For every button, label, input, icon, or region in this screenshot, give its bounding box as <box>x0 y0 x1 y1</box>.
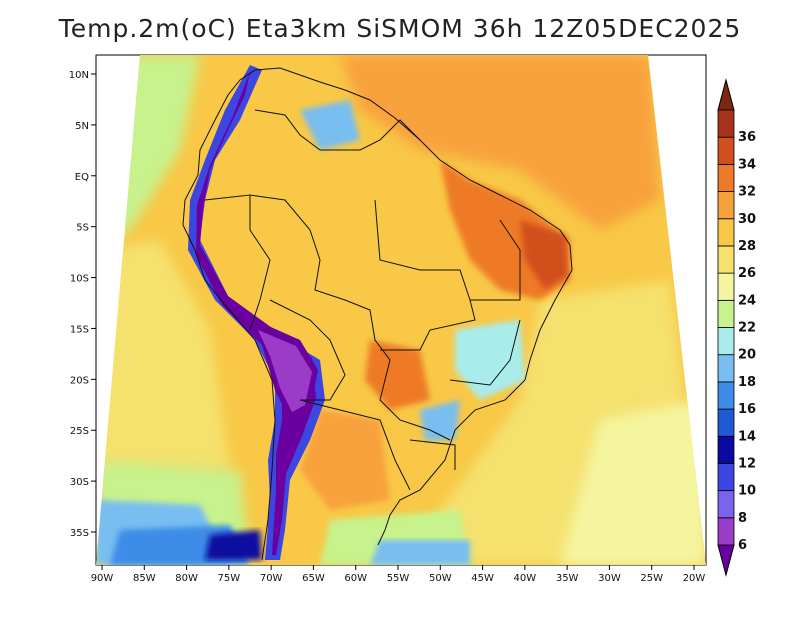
colorbar-segment <box>717 245 735 274</box>
colorbar-segment <box>717 490 735 519</box>
field-patagonia-cold <box>205 530 262 560</box>
colorbar-segment <box>717 191 735 220</box>
lat-tick-label: EQ <box>75 172 89 183</box>
border-colombia-venezuela <box>254 109 321 151</box>
colorbar-label: 32 <box>738 185 756 200</box>
field-guiana-highlands <box>300 100 360 150</box>
lon-tick-label: 45W <box>471 573 494 584</box>
colorbar-label: 14 <box>738 429 756 444</box>
lat-tick-label: 10N <box>69 70 89 81</box>
lat-tick-label: 25S <box>70 426 89 437</box>
colorbar-segment <box>717 109 735 138</box>
colorbar-segment <box>717 299 735 328</box>
colorbar-segment <box>717 408 735 437</box>
lat-tick-label: 5S <box>76 223 89 234</box>
colorbar-label: 6 <box>738 538 747 553</box>
field-south-atlantic-cool <box>560 400 706 565</box>
map-title: Temp.2m(oC) Eta3km SiSMOM 36h 12Z05DEC20… <box>58 14 742 43</box>
colorbar-segment <box>717 517 735 546</box>
lon-tick-label: 30W <box>598 573 621 584</box>
colorbar-label: 10 <box>738 484 756 499</box>
field-chaco <box>300 410 390 510</box>
lon-tick-label: 85W <box>133 573 156 584</box>
lon-tick-label: 25W <box>640 573 663 584</box>
colorbar-label: 16 <box>738 402 756 417</box>
field-north-warm <box>340 55 660 230</box>
field-altiplano-inner <box>258 330 312 412</box>
field-andes-core <box>196 72 316 555</box>
lon-tick-label: 90W <box>91 573 114 584</box>
colorbar-label: 18 <box>738 375 756 390</box>
colorbar-label: 22 <box>738 321 756 336</box>
field-northeast-hotter <box>520 220 568 290</box>
colorbar-segment <box>717 218 735 247</box>
colorbar-segment <box>717 435 735 464</box>
colorbar-label: 26 <box>738 266 756 281</box>
lat-tick-label: 15S <box>70 324 89 335</box>
colorbar-label: 8 <box>738 511 747 526</box>
lat-tick-label: 5N <box>75 121 89 132</box>
border-brazil-north <box>320 119 421 151</box>
colorbar-label: 24 <box>738 293 756 308</box>
colorbar-label: 30 <box>738 212 756 227</box>
lon-tick-label: 80W <box>175 573 198 584</box>
field-patagonia-sea-cold <box>370 540 470 565</box>
colorbar-segment <box>717 327 735 356</box>
lon-tick-label: 50W <box>429 573 452 584</box>
colorbar-label: 36 <box>738 130 756 145</box>
lon-tick-label: 60W <box>344 573 367 584</box>
colorbar-segment <box>717 272 735 301</box>
lon-tick-label: 75W <box>218 573 241 584</box>
longitude-axis: 90W 85W 80W 75W 70W 65W 60W 55W 50W 45W 40W 35W 30W 2… <box>91 565 706 584</box>
colorbar-segment <box>717 163 735 192</box>
lon-tick-label: 55W <box>387 573 410 584</box>
lat-tick-label: 35S <box>70 528 89 539</box>
map-borders <box>182 67 573 561</box>
colorbar-bottom-arrow <box>717 544 735 577</box>
lon-tick-label: 35W <box>556 573 579 584</box>
lat-tick-label: 10S <box>70 274 89 285</box>
lat-tick-label: 30S <box>70 477 89 488</box>
field-pacific-mid <box>96 240 230 470</box>
border-states-2 <box>470 219 521 301</box>
colorbar-segment <box>717 354 735 383</box>
lon-tick-label: 20W <box>683 573 706 584</box>
border-bolivia <box>269 299 346 401</box>
colorbar-label: 12 <box>738 456 756 471</box>
field-pantanal <box>365 340 430 410</box>
coastline <box>182 67 573 561</box>
colorbar-segment <box>717 463 735 492</box>
colorbar-segment <box>717 381 735 410</box>
colorbar-top-arrow <box>717 78 735 111</box>
border-argentina <box>299 399 411 491</box>
latitude-axis: 10N 5N EQ 5S 10S 15S 20S 25S 30S 35S <box>69 70 96 539</box>
colorbar-segment <box>717 136 735 165</box>
lon-tick-label: 65W <box>302 573 325 584</box>
border-peru <box>204 194 271 331</box>
border-brazil-west <box>249 194 451 441</box>
colorbar: 6 8 10 12 14 16 18 20 22 24 26 28 30 32 34 36 <box>717 78 756 577</box>
border-states-3 <box>449 319 521 386</box>
temperature-field <box>96 55 706 565</box>
field-southeast-highlands <box>455 320 525 400</box>
lon-tick-label: 70W <box>260 573 283 584</box>
lon-tick-label: 40W <box>514 573 537 584</box>
colorbar-label: 28 <box>738 239 756 254</box>
colorbar-label: 34 <box>738 157 756 172</box>
colorbar-label: 20 <box>738 348 756 363</box>
border-states-4 <box>409 439 456 470</box>
lat-tick-label: 20S <box>70 375 89 386</box>
